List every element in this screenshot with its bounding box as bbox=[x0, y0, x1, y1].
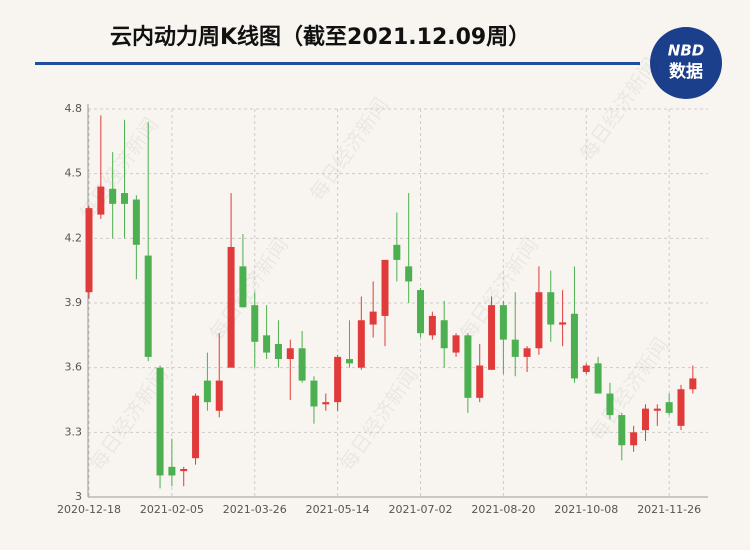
candle-body bbox=[97, 186, 105, 215]
x-tick-label: 2021-10-08 bbox=[554, 503, 618, 516]
candle-body bbox=[499, 305, 507, 340]
candle-body bbox=[239, 266, 247, 308]
candle-body bbox=[192, 395, 200, 459]
y-tick-label: 3.6 bbox=[65, 361, 83, 374]
candle-body bbox=[570, 313, 578, 379]
candle-body bbox=[274, 343, 282, 360]
candle-body bbox=[641, 408, 649, 431]
x-tick-label: 2021-02-05 bbox=[140, 503, 204, 516]
candle-body bbox=[286, 348, 294, 360]
candle-body bbox=[144, 255, 152, 357]
y-tick-label: 3 bbox=[75, 490, 82, 503]
candle-body bbox=[653, 408, 661, 411]
candle-body bbox=[121, 193, 129, 204]
title-rule bbox=[35, 62, 640, 65]
candle-body bbox=[547, 292, 555, 325]
candle-body bbox=[227, 246, 235, 368]
candle-body bbox=[476, 365, 484, 398]
candle-body bbox=[85, 208, 93, 293]
x-tick-label: 2021-05-14 bbox=[306, 503, 370, 516]
candle-body bbox=[180, 468, 188, 472]
candle-body bbox=[630, 432, 638, 446]
x-tick-label: 2021-03-26 bbox=[223, 503, 287, 516]
x-tick-label: 2021-11-26 bbox=[637, 503, 701, 516]
candle-body bbox=[322, 402, 330, 405]
candle-body bbox=[594, 363, 602, 394]
candle-body bbox=[251, 305, 259, 342]
candle-body bbox=[452, 335, 460, 353]
y-tick-label: 4.8 bbox=[65, 102, 83, 115]
candle-body bbox=[428, 315, 436, 336]
watermark: 每日经济新闻 bbox=[205, 233, 293, 345]
x-tick-label: 2021-07-02 bbox=[389, 503, 453, 516]
candle-body bbox=[582, 365, 590, 372]
candle-body bbox=[263, 335, 271, 353]
candle-body bbox=[298, 348, 306, 381]
x-tick-label: 2020-12-18 bbox=[57, 503, 121, 516]
y-tick-label: 4.2 bbox=[65, 231, 83, 244]
x-tick-label: 2021-08-20 bbox=[471, 503, 535, 516]
y-tick-label: 3.9 bbox=[65, 296, 83, 309]
candle-body bbox=[156, 367, 164, 476]
y-tick-label: 3.3 bbox=[65, 425, 83, 438]
candle-body bbox=[689, 378, 697, 390]
candle-body bbox=[132, 199, 140, 245]
candle-body bbox=[215, 380, 223, 411]
candle-body bbox=[203, 380, 211, 403]
candle-body bbox=[369, 311, 377, 325]
candle-body bbox=[109, 188, 117, 204]
candle-body bbox=[464, 335, 472, 398]
y-tick-label: 4.5 bbox=[65, 167, 83, 180]
candle-body bbox=[417, 290, 425, 334]
candle-body bbox=[665, 402, 673, 413]
watermark: 每日经济新闻 bbox=[305, 93, 393, 205]
candle-body bbox=[559, 322, 567, 325]
candle-body bbox=[511, 339, 519, 357]
candle-body bbox=[440, 320, 448, 349]
chart-title: 云内动力周K线图（截至2021.12.09周） bbox=[110, 24, 530, 50]
candle-body bbox=[606, 393, 614, 416]
candle-body bbox=[310, 380, 318, 407]
candle-body bbox=[381, 259, 389, 316]
candle-body bbox=[618, 415, 626, 446]
watermark: 每日经济新闻 bbox=[335, 363, 423, 475]
logo bbox=[650, 27, 722, 99]
candle-body bbox=[535, 292, 543, 349]
candle-body bbox=[357, 320, 365, 368]
logo-bottom: 数据 bbox=[669, 61, 703, 82]
candle-body bbox=[393, 244, 401, 260]
candle-body bbox=[523, 348, 531, 357]
watermark: 每日经济新闻 bbox=[455, 233, 543, 345]
candle-body bbox=[168, 466, 176, 476]
candle-body bbox=[345, 359, 353, 364]
candle-body bbox=[334, 356, 342, 403]
candle-body bbox=[677, 389, 685, 426]
candle-body bbox=[488, 305, 496, 370]
candle-body bbox=[405, 266, 413, 282]
logo-top: NBD bbox=[668, 42, 704, 60]
